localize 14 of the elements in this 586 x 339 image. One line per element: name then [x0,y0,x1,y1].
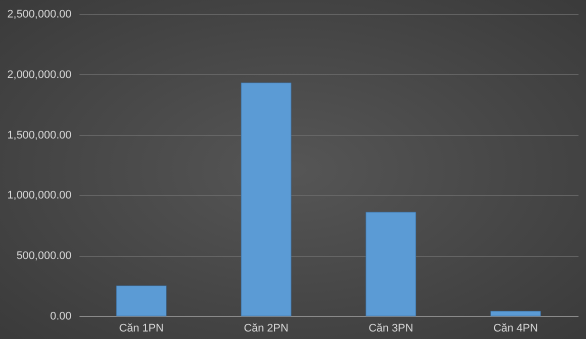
y-tick-label: 1,500,000.00 [7,129,72,142]
y-tick-label: 1,000,000.00 [7,190,72,202]
x-tick-label: Căn 1PN [119,322,164,334]
bar [490,310,541,316]
y-tick-label: 2,000,000.00 [7,68,72,81]
y-tick-label: 500,000.00 [16,250,72,262]
x-tick-label: Căn 4PN [493,322,538,334]
bar [240,82,292,316]
y-tick-label: 0.00 [50,310,72,322]
x-tick-label: Căn 3PN [368,322,414,334]
bar [116,286,167,316]
x-tick-label: Căn 2PN [244,322,288,334]
bar [366,212,416,316]
y-tick-label: 2,500,000.00 [7,8,72,20]
